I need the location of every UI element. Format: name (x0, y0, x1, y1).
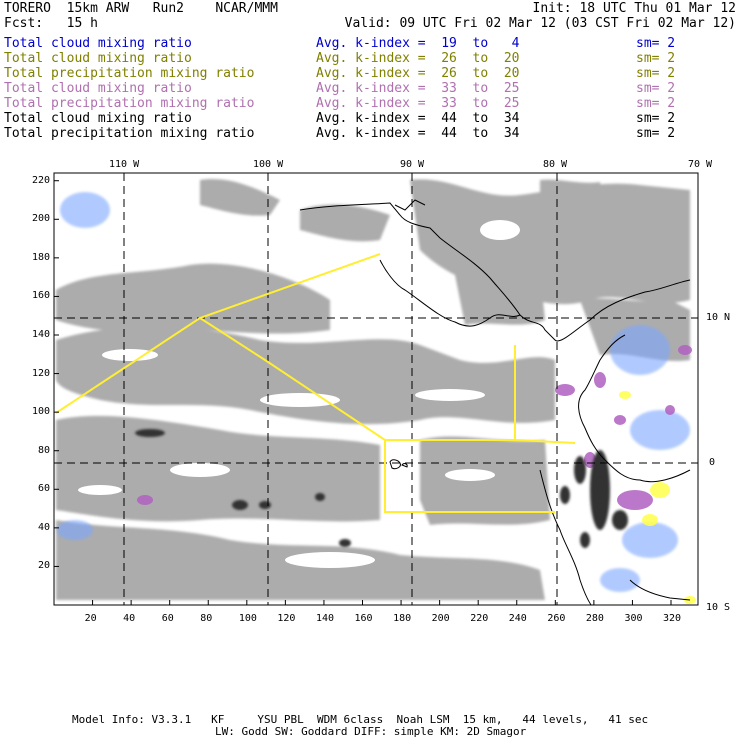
x-tick-label: 280 (585, 613, 604, 624)
legend-smoothing: sm= 2 (636, 66, 676, 81)
header-model-run: TORERO 15km ARW Run2 NCAR/MMM (4, 1, 278, 16)
x-tick-label: 20 (84, 613, 97, 624)
y-tick-label: 60 (37, 483, 50, 495)
x-tick-label: 140 (315, 613, 334, 624)
y-tick-label: 160 (31, 290, 50, 302)
y-tick-label: 140 (31, 329, 50, 340)
x-tick-label: 120 (277, 613, 296, 624)
legend-field-name: Total cloud mixing ratio (4, 81, 192, 96)
x-tick-label: 260 (547, 613, 566, 624)
x-tick-label: 100 (238, 613, 257, 624)
lon-label: 100 W (253, 159, 284, 170)
y-tick-label: 200 (31, 213, 50, 225)
x-tick-label: 320 (663, 613, 682, 624)
flight-track-outline (55, 253, 576, 513)
legend-k-index: Avg. k-index = 19 to 4 (316, 36, 520, 51)
legend-smoothing: sm= 2 (636, 111, 676, 126)
y-tick-label: 220 (31, 174, 50, 186)
y-tick-label: 40 (37, 521, 50, 533)
map-frame (53, 172, 699, 606)
y-tick-label: 80 (37, 444, 50, 456)
footer-model-info: Model Info: V3.3.1 KF YSU PBL WDM 6class… (72, 713, 649, 726)
lat-label: 10 S (706, 602, 731, 613)
header-init-time: Init: 18 UTC Thu 01 Mar 12 (532, 1, 737, 16)
legend-field-name: Total cloud mixing ratio (4, 51, 192, 66)
lon-label: 110 W (109, 159, 140, 170)
legend-field-name: Total cloud mixing ratio (4, 111, 192, 126)
x-tick-label: 60 (161, 613, 174, 624)
yellow-precip-shading (619, 391, 696, 604)
legend-field-name: Total cloud mixing ratio (4, 36, 192, 51)
lat-lon-grid (54, 173, 698, 605)
lon-label: 70 W (688, 159, 713, 170)
header-forecast-hour: Fcst: 15 h (4, 16, 98, 31)
legend-k-index: Avg. k-index = 44 to 34 (316, 126, 520, 141)
x-tick-label: 300 (624, 613, 643, 624)
cloud-field (56, 179, 696, 604)
lat-label: 10 N (706, 312, 731, 323)
coastlines (299, 199, 691, 605)
y-tick-label: 120 (31, 367, 50, 379)
legend-smoothing: sm= 2 (636, 36, 676, 51)
x-tick-label: 80 (200, 613, 213, 624)
lon-label: 90 W (400, 159, 425, 170)
footer-physics-info: LW: Godd SW: Goddard DIFF: simple KM: 2D… (215, 725, 527, 738)
legend-smoothing: sm= 2 (636, 81, 676, 96)
blue-cloud-shading (57, 192, 690, 592)
gray-cloud-shading (56, 179, 690, 600)
y-tick-label: 180 (31, 251, 50, 263)
lon-label: 80 W (543, 159, 568, 170)
x-tick-label: 220 (470, 613, 489, 624)
legend-k-index: Avg. k-index = 33 to 25 (316, 96, 520, 111)
x-tick-label: 40 (123, 613, 136, 624)
legend-k-index: Avg. k-index = 33 to 25 (316, 81, 520, 96)
y-tick-label: 100 (31, 406, 50, 418)
purple-precip-shading (137, 345, 692, 510)
legend-field-name: Total precipitation mixing ratio (4, 126, 255, 141)
header-valid-time: Valid: 09 UTC Fri 02 Mar 12 (03 CST Fri … (344, 16, 736, 31)
axis-tick-marks (54, 180, 672, 605)
legend-k-index: Avg. k-index = 26 to 20 (316, 51, 520, 66)
lat-label: 0 (709, 457, 716, 468)
x-tick-label: 200 (431, 613, 450, 624)
legend-smoothing: sm= 2 (636, 96, 676, 111)
legend-field-name: Total precipitation mixing ratio (4, 66, 255, 81)
x-tick-label: 240 (508, 613, 527, 624)
legend-k-index: Avg. k-index = 44 to 34 (316, 111, 520, 126)
x-tick-label: 180 (393, 613, 412, 624)
legend-field-name: Total precipitation mixing ratio (4, 96, 255, 111)
legend-smoothing: sm= 2 (636, 51, 676, 66)
legend-k-index: Avg. k-index = 26 to 20 (316, 66, 520, 81)
y-tick-label: 20 (37, 560, 50, 572)
legend-smoothing: sm= 2 (636, 126, 676, 141)
x-tick-label: 160 (354, 613, 373, 624)
